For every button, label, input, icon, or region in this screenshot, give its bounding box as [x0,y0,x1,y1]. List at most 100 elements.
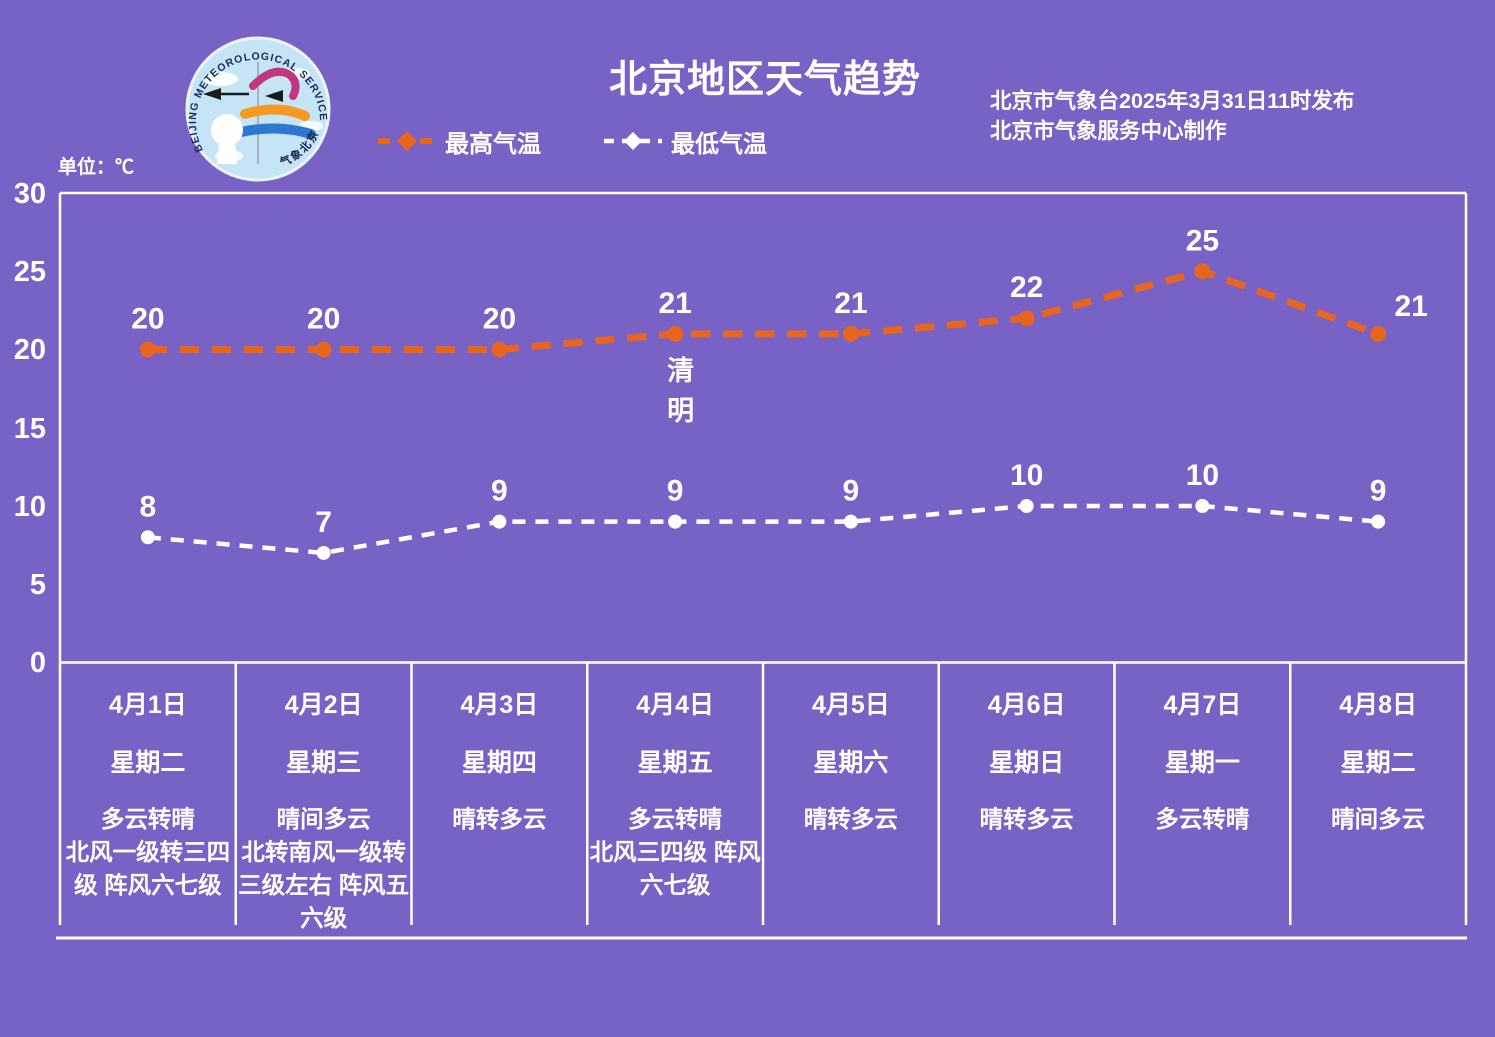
weather-text: 晴转多云 [410,803,588,836]
min-temp-marker [1195,499,1210,513]
max-temp-marker [842,325,859,342]
date-label: 4月3日 [460,691,539,719]
weather-text: 晴间多云 [1289,803,1467,836]
max-temp-marker [1018,310,1035,327]
min-temp-marker [1019,499,1034,513]
wind-text: 北风一级转三四级 阵风六七级 [65,839,231,898]
min-temp-value-label: 9 [667,475,684,508]
condition-text: 多云转晴 [1155,806,1250,832]
table-column-day-1: 4月1日 星期二 多云转晴 北风一级转三四级 阵风六七级 [60,663,236,925]
max-temp-marker [491,341,508,358]
condition-text: 多云转晴 [100,806,195,832]
max-temp-value-label: 21 [834,287,867,320]
weather-text: 多云转晴 [1113,803,1291,836]
weather-text: 晴转多云 [762,803,940,836]
condition-text: 晴转多云 [452,806,547,832]
weekday-label: 星期五 [637,749,713,777]
date-label: 4月7日 [1163,691,1242,719]
weekday-label: 星期六 [813,749,889,777]
table-column-day-5: 4月5日 星期六 晴转多云 [763,663,939,925]
weekday-label: 星期二 [1340,749,1416,777]
date-label: 4月1日 [108,691,187,719]
table-column-day-7: 4月7日 星期一 多云转晴 [1115,663,1291,925]
condition-text: 多云转晴 [628,806,723,832]
condition-text: 晴间多云 [276,806,371,832]
beijing-meteorological-service-logo: BEIJING METEOROLOGICAL SERVICE 气象北京 [183,34,333,184]
min-temp-polyline [147,503,1379,556]
min-temp-value-label: 9 [1370,475,1387,508]
condition-text: 晴间多云 [1331,806,1426,832]
wind-text: 北转南风一级转三级左右 阵风五六级 [238,839,410,931]
min-temp-legend-marker-icon [604,132,662,150]
max-temp-value-label: 22 [1010,271,1043,304]
max-temp-marker [667,325,684,342]
max-temp-value-label: 25 [1186,224,1219,257]
table-column-day-4: 4月4日 星期五 多云转晴 北风三四级 阵风六七级 [587,663,763,925]
min-temp-marker [668,514,683,529]
max-temp-value-label: 20 [307,303,340,336]
max-temp-value-label: 20 [131,303,164,336]
min-temp-value-label: 10 [1010,459,1043,492]
min-temp-marker [492,514,507,529]
ytick-30: 30 [13,178,46,210]
max-temp-marker [139,341,156,358]
table-column-day-6: 4月6日 星期日 晴转多云 [939,663,1115,925]
min-temp-value-label: 10 [1186,459,1219,492]
ytick-15: 15 [13,412,46,445]
ytick-0: 0 [29,647,46,679]
weather-text: 多云转晴 北风三四级 阵风六七级 [586,803,764,902]
table-column-day-3: 4月3日 星期四 晴转多云 [412,663,588,925]
min-temp-value-label: 9 [843,475,860,508]
date-label: 4月5日 [811,691,890,719]
weekday-label: 星期四 [461,749,537,777]
publisher-info: 北京市气象台2025年3月31日11时发布 北京市气象服务中心制作 [990,86,1450,146]
condition-text: 晴转多云 [803,806,898,832]
max-temp-value-label: 20 [483,303,516,336]
condition-text: 晴转多云 [979,806,1074,832]
legend-max-temp: 最高气温 [378,126,541,158]
weekday-label: 星期三 [286,749,362,777]
min-temp-marker [316,545,331,560]
logo-badge-icon: BEIJING METEOROLOGICAL SERVICE 气象北京 [185,36,331,182]
min-temp-value-label: 8 [140,490,157,523]
max-temp-legend-label: 最高气温 [445,130,541,158]
weather-text: 晴转多云 [938,803,1116,836]
publisher-line-2: 北京市气象服务中心制作 [990,119,1227,143]
max-temp-marker [1370,325,1387,342]
min-temp-marker [140,530,155,545]
page-title: 北京地区天气趋势 [608,59,921,101]
ytick-10: 10 [13,491,46,523]
date-label: 4月4日 [636,691,715,719]
weekday-label: 星期二 [110,749,186,777]
max-temp-polyline [147,267,1380,353]
max-temp-legend-marker-icon [378,131,436,151]
weekday-label: 星期日 [989,749,1065,777]
date-label: 4月2日 [284,691,363,719]
wind-text: 北风三四级 阵风六七级 [589,839,761,898]
forecast-table: 4月1日 星期二 多云转晴 北风一级转三四级 阵风六七级 4月2日 星期三 晴间… [60,663,1466,931]
date-label: 4月6日 [987,691,1066,719]
min-temp-marker [843,514,858,529]
max-temp-value-label: 21 [1394,290,1427,323]
date-label: 4月8日 [1339,691,1418,719]
table-column-day-8: 4月8日 星期二 晴间多云 [1290,663,1466,925]
ytick-5: 5 [29,569,46,601]
min-temp-marker [1371,514,1386,529]
min-temp-value-label: 7 [315,506,332,539]
weather-text: 多云转晴 北风一级转三四级 阵风六七级 [59,803,237,902]
weather-text: 晴间多云 北转南风一级转三级左右 阵风五六级 [235,803,413,935]
publisher-line-1: 北京市气象台2025年3月31日11时发布 [990,89,1355,113]
max-temp-marker [315,341,332,358]
min-temp-value-label: 9 [491,475,508,508]
table-column-day-2: 4月2日 星期三 晴间多云 北转南风一级转三级左右 阵风五六级 [236,663,412,931]
unit-label: 单位：℃ [58,157,135,178]
weekday-label: 星期一 [1164,749,1240,777]
min-temp-legend-label: 最低气温 [671,130,767,158]
ytick-20: 20 [13,334,46,366]
legend-min-temp: 最低气温 [604,126,767,158]
max-temp-marker [1194,263,1211,280]
ytick-25: 25 [13,256,46,288]
qingming-annotation: 清明 [662,356,694,436]
